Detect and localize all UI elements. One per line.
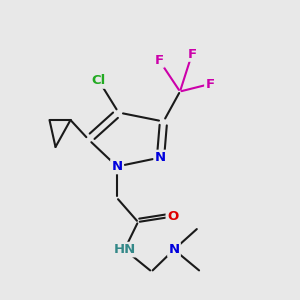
- Text: N: N: [155, 151, 166, 164]
- Text: N: N: [168, 243, 180, 256]
- Text: F: F: [188, 47, 196, 61]
- Text: Cl: Cl: [92, 74, 106, 88]
- Text: HN: HN: [113, 243, 136, 256]
- Text: N: N: [111, 160, 123, 173]
- Text: F: F: [154, 53, 164, 67]
- Text: F: F: [206, 77, 214, 91]
- Text: O: O: [167, 210, 178, 223]
